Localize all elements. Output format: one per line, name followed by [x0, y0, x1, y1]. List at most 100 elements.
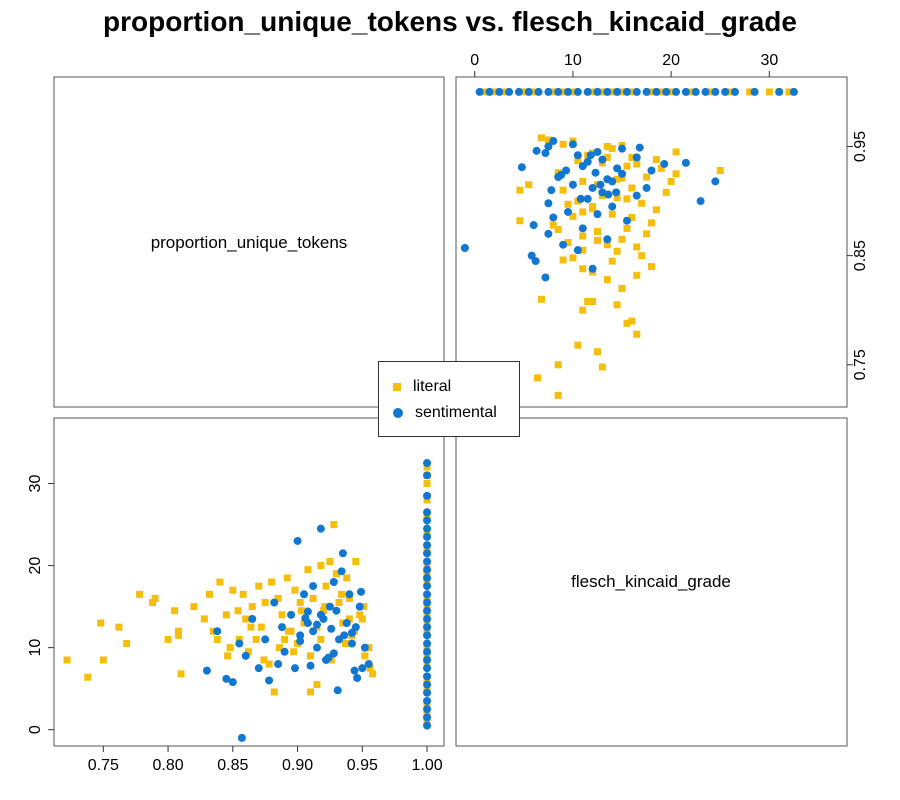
- data-point-sentimental: [202, 666, 211, 675]
- data-point-sentimental: [622, 216, 631, 225]
- data-point-literal: [261, 599, 269, 607]
- data-point-sentimental: [423, 647, 432, 656]
- data-point-literal: [265, 660, 273, 668]
- data-point-literal: [633, 160, 641, 168]
- data-point-literal: [297, 607, 305, 615]
- data-point-literal: [321, 603, 329, 611]
- data-point-literal: [633, 271, 641, 279]
- data-point-sentimental: [789, 87, 798, 96]
- data-point-sentimental: [618, 144, 627, 153]
- data-point-literal: [177, 670, 185, 678]
- data-point-literal: [304, 566, 312, 574]
- data-point-sentimental: [588, 183, 597, 192]
- data-point-literal: [638, 252, 646, 260]
- data-point-sentimental: [241, 651, 250, 660]
- data-point-literal: [244, 648, 252, 656]
- data-point-literal: [716, 167, 724, 175]
- data-point-sentimental: [652, 87, 661, 96]
- data-point-sentimental: [576, 194, 585, 203]
- data-point-sentimental: [642, 183, 651, 192]
- right-tick-label: 0.85: [852, 240, 869, 271]
- x-tick-label: 0.75: [88, 757, 119, 774]
- data-point-literal: [361, 652, 369, 660]
- data-point-sentimental: [681, 158, 690, 167]
- data-point-sentimental: [423, 532, 432, 541]
- data-point-literal: [593, 228, 601, 236]
- right-tick-label: 0.75: [852, 349, 869, 380]
- data-point-literal: [423, 480, 431, 488]
- data-point-literal: [296, 599, 304, 607]
- data-point-literal: [252, 635, 260, 643]
- data-point-literal: [652, 206, 660, 214]
- data-point-literal: [423, 529, 431, 537]
- data-point-literal: [613, 194, 621, 202]
- data-point-sentimental: [254, 664, 263, 673]
- data-point-literal: [569, 254, 577, 262]
- data-point-sentimental: [312, 620, 321, 629]
- data-point-literal: [224, 652, 232, 660]
- data-point-literal: [618, 174, 626, 182]
- data-point-literal: [603, 241, 611, 249]
- data-point-sentimental: [327, 624, 336, 633]
- y-tick-label: 30: [27, 475, 44, 493]
- data-point-literal: [628, 184, 636, 192]
- data-point-literal: [623, 162, 631, 170]
- data-point-literal: [613, 175, 621, 183]
- data-point-sentimental: [261, 635, 270, 644]
- data-point-literal: [554, 361, 562, 369]
- data-point-sentimental: [306, 661, 315, 670]
- data-point-literal: [500, 88, 508, 96]
- data-point-sentimental: [544, 142, 553, 151]
- data-point-literal: [633, 330, 641, 338]
- data-point-sentimental: [529, 221, 538, 230]
- data-point-sentimental: [593, 210, 602, 219]
- data-point-sentimental: [423, 508, 432, 517]
- data-point-sentimental: [475, 87, 484, 96]
- data-point-literal: [343, 574, 351, 582]
- data-point-literal: [356, 611, 364, 619]
- data-point-literal: [534, 374, 542, 382]
- legend-circle-icon: [393, 408, 403, 418]
- data-point-literal: [216, 578, 224, 586]
- data-point-sentimental: [423, 606, 432, 615]
- data-point-sentimental: [721, 87, 730, 96]
- data-point-sentimental: [635, 143, 644, 152]
- data-point-literal: [579, 177, 587, 185]
- data-point-literal: [618, 235, 626, 243]
- data-point-literal: [423, 496, 431, 504]
- top-tick-label: 20: [662, 52, 680, 69]
- chart-title: proportion_unique_tokens vs. flesch_kinc…: [103, 6, 797, 37]
- top-tick-label: 0: [470, 52, 479, 69]
- data-point-literal: [99, 656, 107, 664]
- data-point-sentimental: [660, 159, 669, 168]
- data-point-literal: [213, 635, 221, 643]
- data-point-literal: [574, 341, 582, 349]
- data-point-sentimental: [750, 87, 759, 96]
- data-point-literal: [559, 88, 567, 96]
- data-point-literal: [242, 615, 250, 623]
- data-point-sentimental: [309, 582, 318, 591]
- data-point-sentimental: [296, 637, 305, 646]
- data-point-sentimental: [423, 688, 432, 697]
- data-point-sentimental: [554, 87, 563, 96]
- data-point-literal: [643, 230, 651, 238]
- data-point-literal: [628, 153, 636, 161]
- data-point-literal: [423, 619, 431, 627]
- data-point-literal: [559, 256, 567, 264]
- data-point-literal: [648, 263, 655, 271]
- data-point-sentimental: [613, 87, 622, 96]
- data-point-sentimental: [423, 491, 432, 500]
- data-point-literal: [589, 297, 597, 305]
- data-point-sentimental: [544, 199, 553, 208]
- data-point-sentimental: [338, 549, 347, 558]
- data-point-sentimental: [423, 565, 432, 574]
- data-point-sentimental: [701, 87, 710, 96]
- data-point-sentimental: [325, 602, 334, 611]
- data-point-literal: [423, 685, 431, 693]
- data-point-literal: [481, 88, 489, 96]
- data-point-sentimental: [564, 207, 573, 216]
- data-point-literal: [247, 623, 255, 631]
- data-point-literal: [648, 88, 655, 96]
- data-point-literal: [667, 177, 675, 185]
- data-point-literal: [283, 574, 291, 582]
